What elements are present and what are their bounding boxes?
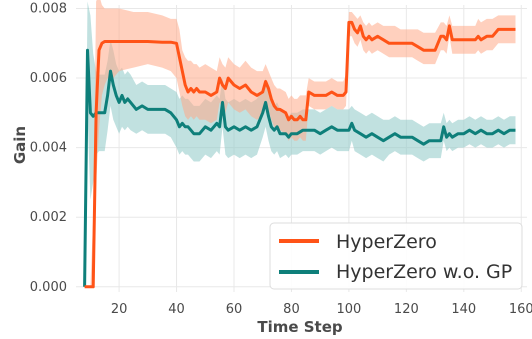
x-tick-label: 160: [509, 302, 532, 317]
legend-label-hyperzero: HyperZero: [336, 231, 437, 253]
band-hyperzero-w-o-gp: [84, 1, 516, 287]
x-axis-ticks: 20 40 60 80 100 120 140 160: [111, 302, 532, 317]
confidence-bands: [84, 0, 516, 287]
y-tick-label: 0.002: [30, 210, 67, 225]
x-tick-label: 80: [283, 302, 300, 317]
y-tick-label: 0.000: [30, 280, 67, 295]
y-axis-label: Gain: [11, 126, 29, 164]
x-tick-label: 60: [226, 302, 243, 317]
x-tick-label: 20: [111, 302, 128, 317]
line-hyperzero-w-o-gp: [83, 48, 516, 287]
series-lines: [83, 20, 516, 289]
x-tick-label: 40: [168, 302, 185, 317]
y-tick-label: 0.006: [30, 71, 67, 86]
legend-box: [269, 222, 523, 290]
x-tick-label: 120: [394, 302, 419, 317]
legend: HyperZero HyperZero w.o. GP: [269, 222, 523, 290]
x-tick-label: 140: [451, 302, 476, 317]
band-hyperzero: [84, 0, 516, 287]
x-tick-label: 100: [336, 302, 361, 317]
y-tick-label: 0.008: [30, 1, 67, 16]
y-axis-ticks: 0.000 0.002 0.004 0.006 0.008: [30, 1, 67, 294]
y-tick-label: 0.004: [30, 141, 67, 156]
line-hyperzero: [84, 20, 516, 289]
x-axis-label: Time Step: [257, 318, 343, 336]
legend-label-hyperzero-wo-gp: HyperZero w.o. GP: [336, 261, 512, 283]
